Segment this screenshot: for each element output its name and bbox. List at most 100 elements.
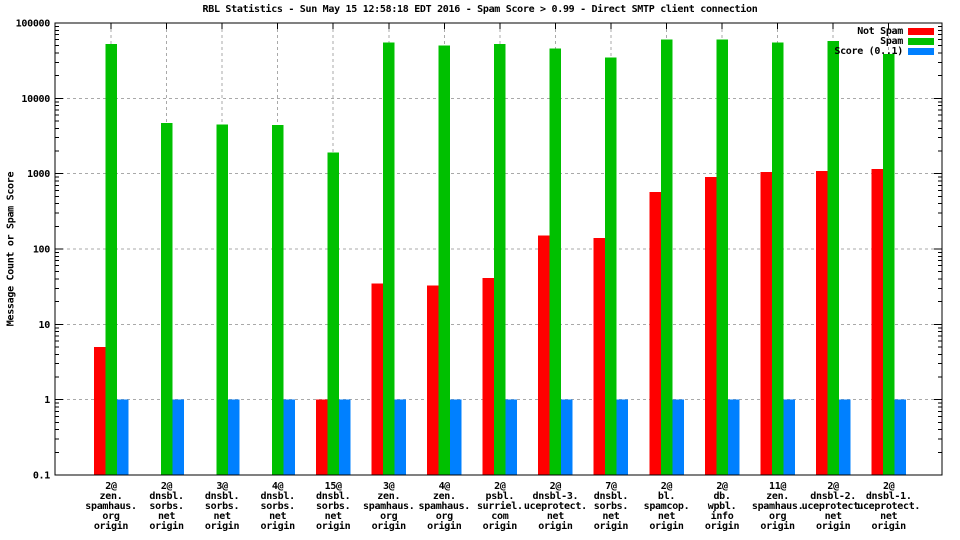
bar-not_spam-4 bbox=[315, 399, 328, 475]
bar-score-4 bbox=[338, 399, 351, 475]
x-category-label: origin bbox=[760, 520, 795, 532]
x-category-label: 2@ bbox=[550, 481, 562, 492]
bar-score-2 bbox=[227, 399, 240, 475]
x-category-label: 2@ bbox=[883, 481, 895, 492]
bar-spam-4 bbox=[327, 152, 339, 476]
x-category-label: dnsbl. bbox=[205, 491, 239, 502]
y-tick-label: 10 bbox=[39, 320, 51, 331]
x-category-label: dnsbl. bbox=[260, 491, 294, 502]
bar-score-1 bbox=[172, 399, 184, 475]
bar-not_spam-10 bbox=[649, 192, 661, 475]
x-category-label: 15@ bbox=[325, 481, 342, 492]
bar-not_spam-5 bbox=[371, 283, 383, 475]
bar-score-8 bbox=[561, 399, 573, 475]
bar-spam-11 bbox=[716, 39, 728, 476]
x-category-label: zen. bbox=[100, 491, 123, 502]
bar-score-7 bbox=[505, 399, 518, 475]
x-category-label: dnsbl-1. bbox=[866, 491, 912, 502]
x-category-label: sorbs. bbox=[594, 501, 628, 512]
bar-score-5 bbox=[394, 399, 406, 475]
x-category-label: origin bbox=[872, 520, 907, 532]
x-category-label: 2@ bbox=[716, 481, 728, 492]
x-category-label: sorbs. bbox=[316, 501, 350, 512]
x-category-label: origin bbox=[816, 520, 851, 532]
x-category-label: net bbox=[269, 511, 286, 522]
x-category-label: zen. bbox=[377, 491, 400, 502]
bar-not_spam-0 bbox=[93, 347, 106, 475]
legend-label-score: Score (0..1) bbox=[834, 45, 903, 57]
bar-spam-8 bbox=[549, 48, 562, 475]
bar-spam-7 bbox=[494, 43, 506, 476]
bar-score-3 bbox=[283, 399, 295, 475]
x-category-label: dnsbl-2. bbox=[810, 491, 856, 502]
x-category-label: zen. bbox=[433, 491, 456, 502]
x-category-label: origin bbox=[427, 520, 462, 532]
x-category-label: sorbs. bbox=[205, 501, 239, 512]
x-category-label: uceprotect. bbox=[857, 501, 920, 512]
chart-title: RBL Statistics - Sun May 15 12:58:18 EDT… bbox=[202, 4, 758, 15]
bar-not_spam-6 bbox=[427, 285, 439, 475]
x-category-label: spamcop. bbox=[644, 501, 690, 512]
x-category-label: 2@ bbox=[494, 481, 506, 492]
x-category-label: origin bbox=[205, 520, 240, 532]
x-category-label: org bbox=[769, 511, 786, 522]
x-category-label: origin bbox=[260, 520, 295, 532]
bar-spam-0 bbox=[105, 43, 117, 476]
legend-row-spam: Spam bbox=[834, 35, 934, 47]
legend-label-spam: Spam bbox=[880, 35, 903, 47]
bar-not_spam-13 bbox=[815, 171, 828, 475]
y-tick-label: 1000 bbox=[27, 169, 50, 180]
bar-score-6 bbox=[450, 399, 462, 475]
x-category-label: dnsbl. bbox=[149, 491, 183, 502]
x-category-label: 3@ bbox=[216, 481, 228, 492]
x-category-label: sorbs. bbox=[260, 501, 294, 512]
x-category-label: net bbox=[158, 511, 175, 522]
y-tick-label: 100000 bbox=[16, 19, 51, 30]
x-category-label: 7@ bbox=[605, 481, 617, 492]
x-category-label: origin bbox=[316, 520, 351, 532]
x-category-label: origin bbox=[594, 520, 629, 532]
x-category-label: sorbs. bbox=[149, 501, 183, 512]
x-category-label: org bbox=[436, 511, 453, 522]
x-category-label: 4@ bbox=[272, 481, 284, 492]
x-category-label: zen. bbox=[766, 491, 789, 502]
x-category-label: dnsbl. bbox=[316, 491, 350, 502]
bar-score-9 bbox=[616, 399, 629, 475]
x-category-label: info bbox=[711, 510, 734, 522]
x-category-label: origin bbox=[538, 520, 573, 532]
x-category-label: net bbox=[658, 511, 675, 522]
bar-spam-6 bbox=[438, 45, 451, 476]
x-category-label: spamhaus. bbox=[419, 501, 471, 512]
bar-not_spam-12 bbox=[760, 172, 772, 475]
bar-spam-12 bbox=[771, 42, 784, 476]
x-category-label: org bbox=[102, 511, 119, 522]
plot-border bbox=[54, 22, 943, 476]
x-category-label: 4@ bbox=[439, 481, 451, 492]
x-category-label: spamhaus. bbox=[752, 501, 804, 512]
x-category-label: origin bbox=[94, 520, 129, 532]
y-tick-label: 100 bbox=[33, 245, 50, 256]
x-category-label: net bbox=[880, 511, 897, 522]
bar-spam-3 bbox=[271, 125, 284, 475]
bar-score-14 bbox=[894, 399, 906, 475]
x-category-label: 3@ bbox=[383, 481, 395, 492]
x-category-label: uceprotect. bbox=[524, 501, 587, 512]
x-category-label: 2@ bbox=[661, 481, 673, 492]
legend-row-not-spam: Not Spam bbox=[834, 25, 934, 37]
x-category-label: spamhaus. bbox=[363, 501, 415, 512]
x-category-label: 2@ bbox=[827, 481, 839, 492]
bar-not_spam-14 bbox=[871, 169, 883, 475]
x-category-label: dnsbl-3. bbox=[533, 491, 579, 502]
bar-spam-1 bbox=[160, 123, 173, 475]
x-category-label: 11@ bbox=[769, 481, 786, 492]
legend-label-not-spam: Not Spam bbox=[857, 25, 903, 37]
x-category-label: uceprotect. bbox=[802, 501, 865, 512]
x-category-label: psbl. bbox=[486, 491, 515, 502]
legend-swatch-spam-icon bbox=[908, 37, 934, 45]
bar-spam-9 bbox=[605, 57, 617, 475]
x-category-label: wpbl. bbox=[708, 501, 737, 512]
bar-not_spam-8 bbox=[538, 235, 550, 475]
x-category-label: origin bbox=[372, 520, 407, 532]
x-category-label: origin bbox=[149, 520, 184, 532]
